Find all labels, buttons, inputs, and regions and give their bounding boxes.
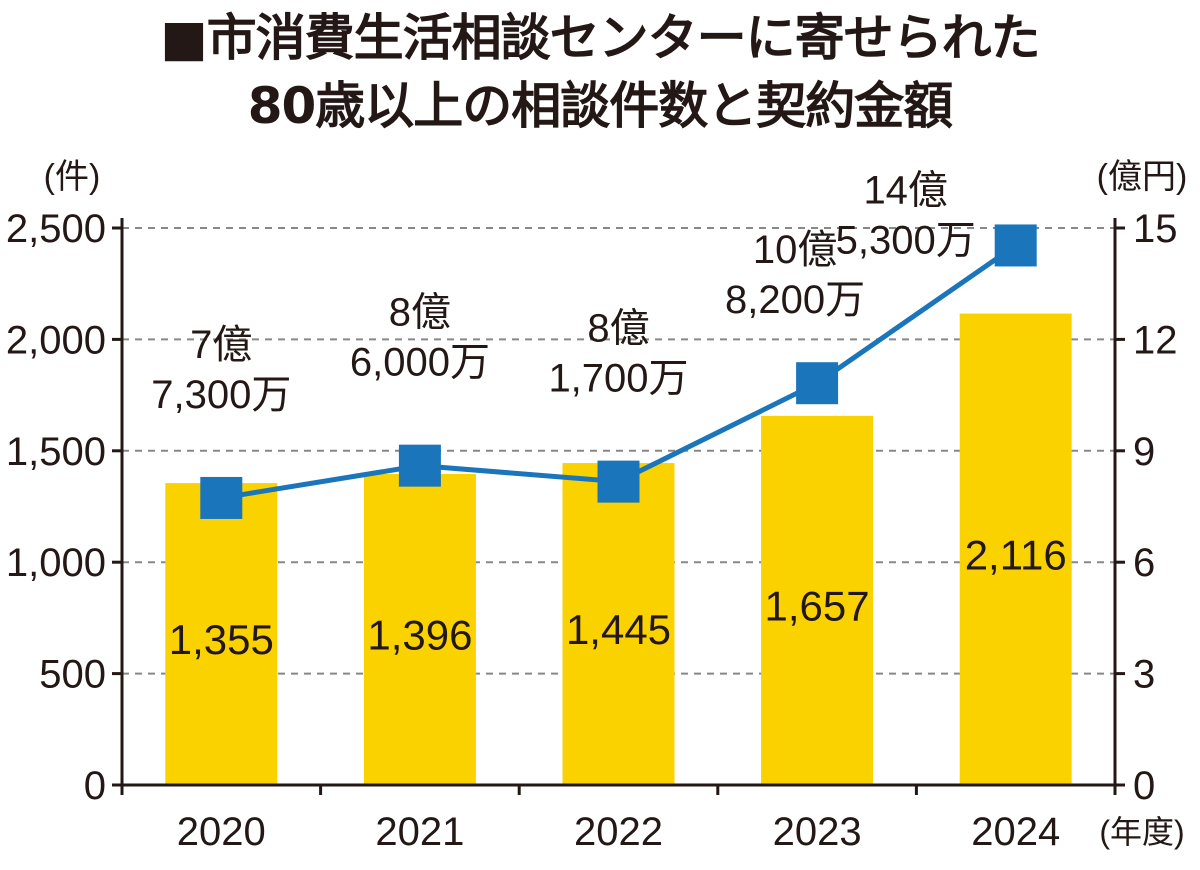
right-tick-label: 9 bbox=[1133, 430, 1155, 474]
bar-value-label: 1,355 bbox=[169, 616, 274, 663]
amount-label-man: 7,300万 bbox=[151, 373, 291, 417]
right-tick-label: 6 bbox=[1133, 541, 1155, 585]
right-axis-unit: (億円) bbox=[1097, 158, 1188, 196]
x-tick-label: 2021 bbox=[375, 810, 464, 854]
right-tick-label: 0 bbox=[1133, 764, 1155, 808]
amount-label-man: 5,300万 bbox=[836, 218, 976, 262]
bar-value-label: 1,445 bbox=[566, 606, 671, 653]
x-axis-unit: (年度) bbox=[1099, 814, 1184, 850]
bar-value-label: 1,396 bbox=[367, 611, 472, 658]
bar-value-label: 2,116 bbox=[965, 531, 1067, 578]
bar-2023 bbox=[761, 415, 874, 785]
chart-title-line1: ■市消費生活相談センターに寄せられた bbox=[160, 9, 1040, 67]
left-tick-label: 2,000 bbox=[6, 318, 106, 362]
amount-marker-2021 bbox=[398, 444, 441, 487]
right-tick-label: 12 bbox=[1133, 318, 1178, 362]
left-tick-label: 1,000 bbox=[6, 541, 106, 585]
amount-label-oku: 7億 bbox=[190, 323, 252, 367]
amount-label-oku: 10億 bbox=[753, 228, 838, 272]
bar-2022 bbox=[562, 463, 675, 785]
bar-2021 bbox=[363, 473, 476, 785]
left-tick-label: 500 bbox=[39, 653, 106, 697]
amount-marker-2023 bbox=[796, 362, 839, 405]
right-tick-label: 15 bbox=[1133, 207, 1178, 251]
bar-value-label: 1,657 bbox=[765, 582, 870, 629]
x-tick-label: 2024 bbox=[971, 810, 1060, 854]
bar-2020 bbox=[165, 483, 278, 785]
amount-label-oku: 8億 bbox=[389, 291, 451, 335]
left-tick-label: 1,500 bbox=[6, 430, 106, 474]
bar-2024 bbox=[959, 313, 1072, 785]
amount-label-man: 8,200万 bbox=[725, 278, 865, 322]
x-tick-label: 2023 bbox=[773, 810, 862, 854]
x-tick-label: 2020 bbox=[177, 810, 266, 854]
left-axis-unit: (件) bbox=[44, 158, 101, 196]
amount-marker-2020 bbox=[200, 476, 243, 519]
left-tick-label: 0 bbox=[84, 764, 106, 808]
right-tick-label: 3 bbox=[1133, 653, 1155, 697]
amount-marker-2022 bbox=[597, 460, 640, 503]
amount-label-oku: 14億 bbox=[863, 168, 948, 212]
left-tick-label: 2,500 bbox=[6, 207, 106, 251]
chart-title-line2: 80歳以上の相談件数と契約金額 bbox=[247, 77, 954, 135]
amount-label-oku: 8億 bbox=[587, 307, 649, 351]
amount-label-man: 6,000万 bbox=[350, 341, 490, 385]
x-tick-label: 2022 bbox=[574, 810, 663, 854]
amount-marker-2024 bbox=[994, 224, 1037, 267]
amount-label-man: 1,700万 bbox=[548, 357, 688, 401]
